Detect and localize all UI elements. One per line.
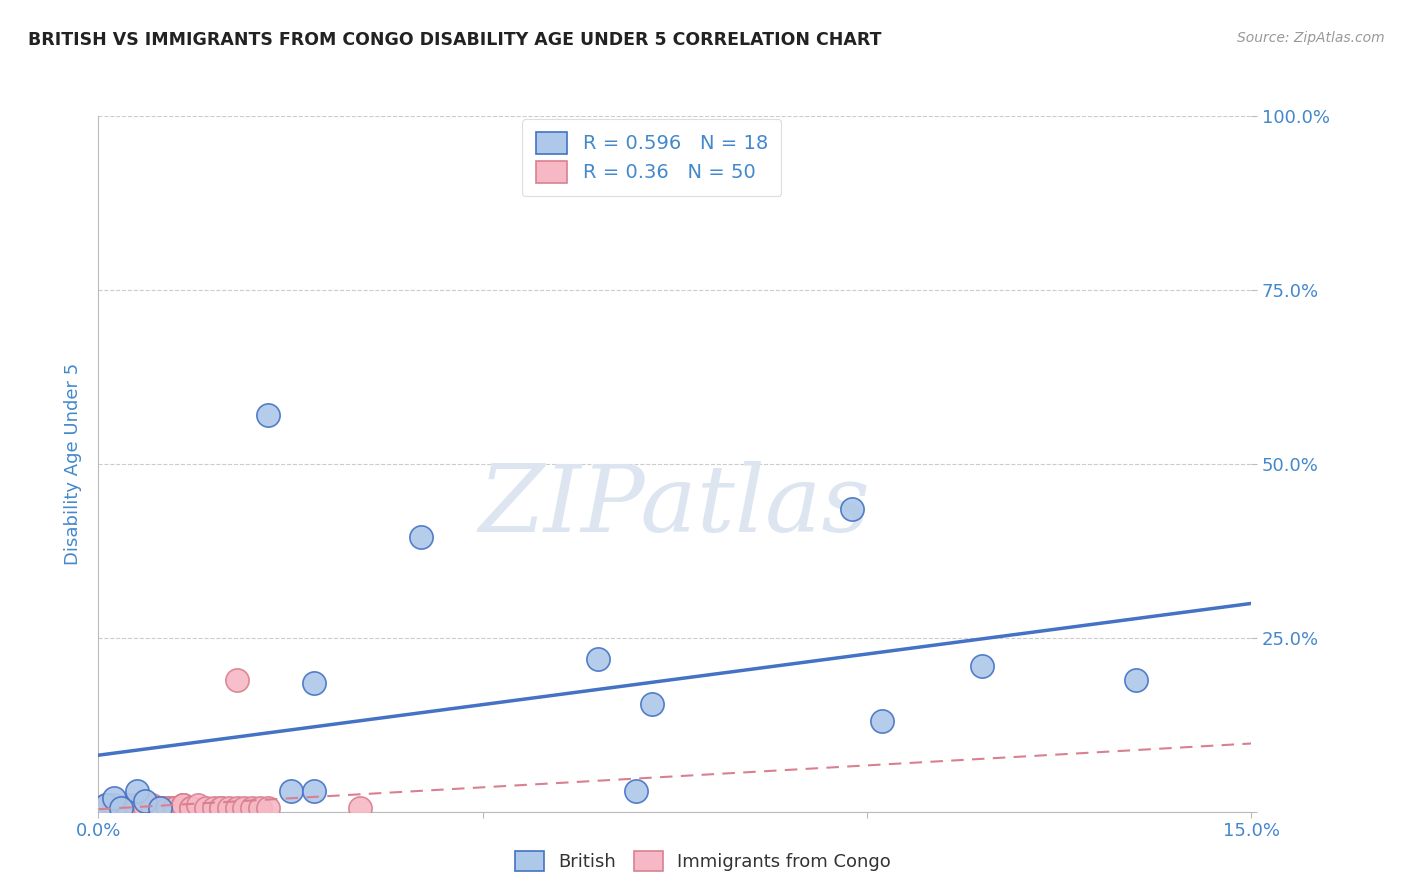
Point bbox=[233, 801, 256, 815]
Point bbox=[103, 797, 125, 812]
Point bbox=[141, 797, 163, 812]
Y-axis label: Disability Age Under 5: Disability Age Under 5 bbox=[63, 363, 82, 565]
Point bbox=[872, 714, 894, 729]
Point bbox=[156, 801, 179, 815]
Point bbox=[209, 801, 232, 815]
Point bbox=[125, 797, 148, 812]
Point bbox=[841, 502, 863, 516]
Point bbox=[118, 801, 141, 815]
Point bbox=[156, 801, 179, 815]
Point bbox=[641, 697, 664, 711]
Point bbox=[165, 801, 187, 815]
Point bbox=[149, 801, 172, 815]
Legend: R = 0.596   N = 18, R = 0.36   N = 50: R = 0.596 N = 18, R = 0.36 N = 50 bbox=[522, 119, 782, 196]
Point bbox=[225, 801, 247, 815]
Point bbox=[411, 530, 433, 544]
Point bbox=[94, 801, 117, 815]
Point bbox=[349, 801, 371, 815]
Point bbox=[586, 651, 609, 665]
Point bbox=[125, 784, 148, 798]
Point bbox=[149, 801, 172, 815]
Point bbox=[118, 801, 141, 815]
Point bbox=[103, 801, 125, 815]
Point bbox=[172, 797, 194, 812]
Point bbox=[103, 790, 125, 805]
Point bbox=[256, 801, 278, 815]
Point bbox=[141, 801, 163, 815]
Point bbox=[165, 801, 187, 815]
Point bbox=[180, 801, 202, 815]
Point bbox=[134, 801, 156, 815]
Point bbox=[172, 797, 194, 812]
Point bbox=[94, 797, 117, 812]
Point bbox=[172, 797, 194, 812]
Point bbox=[110, 801, 132, 815]
Point bbox=[165, 801, 187, 815]
Point bbox=[110, 801, 132, 815]
Point bbox=[165, 801, 187, 815]
Point bbox=[149, 801, 172, 815]
Point bbox=[110, 801, 132, 815]
Point bbox=[972, 658, 994, 673]
Point bbox=[240, 801, 263, 815]
Point bbox=[91, 801, 114, 815]
Legend: British, Immigrants from Congo: British, Immigrants from Congo bbox=[508, 844, 898, 879]
Point bbox=[256, 408, 278, 422]
Point bbox=[156, 801, 179, 815]
Point bbox=[94, 797, 117, 812]
Point bbox=[249, 801, 271, 815]
Point bbox=[195, 801, 218, 815]
Point bbox=[165, 801, 187, 815]
Text: Source: ZipAtlas.com: Source: ZipAtlas.com bbox=[1237, 31, 1385, 45]
Point bbox=[103, 797, 125, 812]
Point bbox=[134, 794, 156, 808]
Point bbox=[156, 801, 179, 815]
Point bbox=[626, 784, 648, 798]
Point bbox=[302, 784, 325, 798]
Point bbox=[302, 676, 325, 690]
Point bbox=[110, 801, 132, 815]
Point bbox=[187, 797, 209, 812]
Point bbox=[125, 801, 148, 815]
Text: ZIPatlas: ZIPatlas bbox=[479, 460, 870, 550]
Point bbox=[118, 801, 141, 815]
Point bbox=[1125, 673, 1147, 687]
Point bbox=[118, 797, 141, 812]
Point bbox=[218, 801, 240, 815]
Point bbox=[180, 801, 202, 815]
Point bbox=[149, 801, 172, 815]
Point bbox=[134, 801, 156, 815]
Point bbox=[202, 801, 225, 815]
Point bbox=[280, 784, 302, 798]
Point bbox=[209, 801, 232, 815]
Point bbox=[125, 801, 148, 815]
Point bbox=[225, 673, 247, 687]
Text: BRITISH VS IMMIGRANTS FROM CONGO DISABILITY AGE UNDER 5 CORRELATION CHART: BRITISH VS IMMIGRANTS FROM CONGO DISABIL… bbox=[28, 31, 882, 49]
